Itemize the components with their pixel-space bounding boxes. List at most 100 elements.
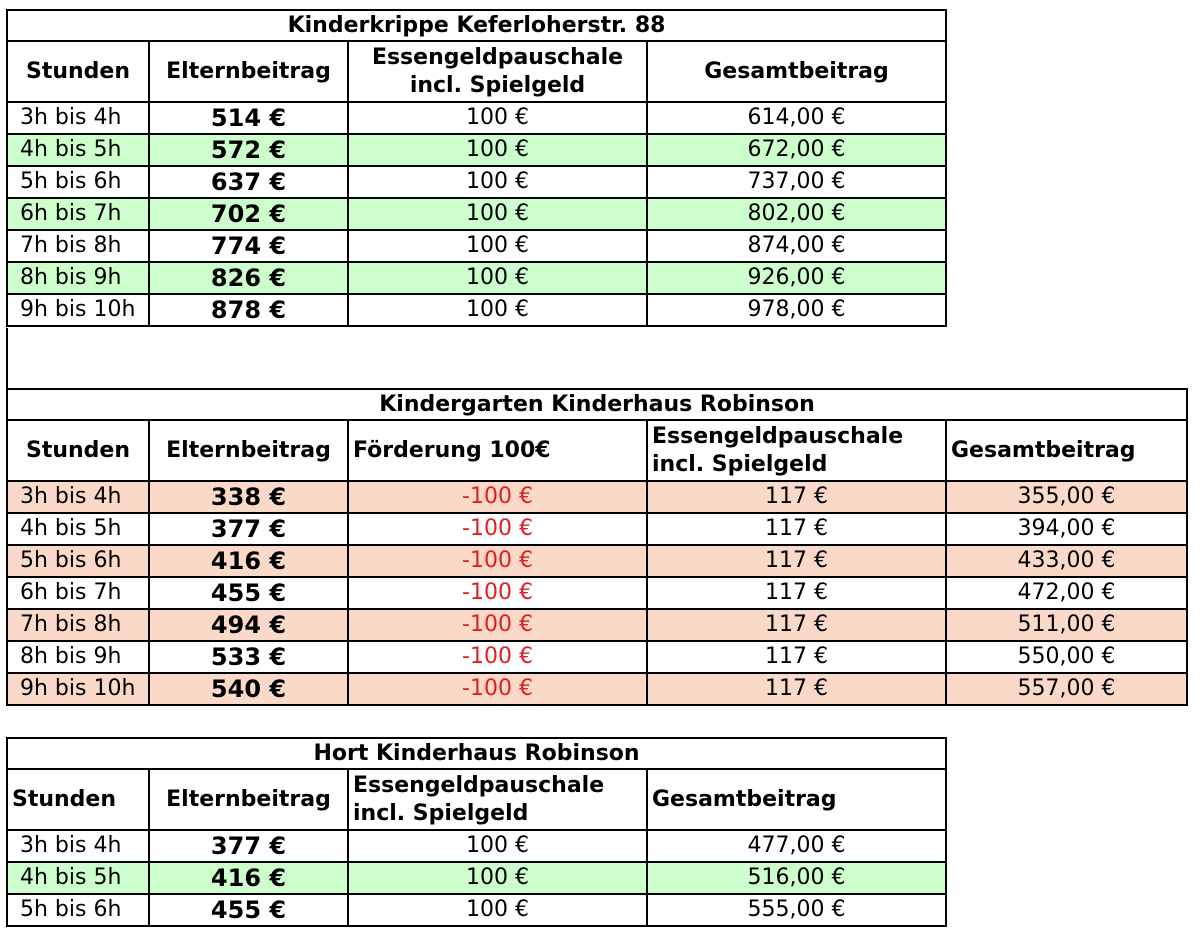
cell-elternbeitrag: 455 €	[148, 893, 349, 927]
cell-gesamtbeitrag: 978,00 €	[645, 293, 948, 327]
table-row: 7h bis 8h 774 €100 €874,00 €	[6, 229, 948, 263]
table-row: 4h bis 5h 416 €100 €516,00 €	[6, 861, 947, 895]
cell-essengeld: 100 €	[347, 197, 648, 231]
cell-essengeld: 100 €	[347, 101, 648, 135]
cell-gesamtbeitrag: 394,00 €	[944, 512, 1189, 546]
header-stunden: Stunden	[6, 419, 150, 482]
cell-elternbeitrag: 514 €	[148, 101, 349, 135]
table-row: 8h bis 9h 533 € -100 €117 €550,00 €	[6, 640, 1189, 674]
header-gesamtbeitrag: Gesamtbeitrag	[645, 40, 948, 103]
cell-gesamtbeitrag: 472,00 €	[944, 576, 1189, 610]
cell-foerderung: -100 €	[347, 640, 648, 674]
cell-gesamtbeitrag: 874,00 €	[645, 229, 948, 263]
cell-foerderung: -100 €	[347, 544, 648, 578]
cell-foerderung: -100 €	[347, 576, 648, 610]
cell-stunden: 7h bis 8h	[6, 608, 150, 642]
header-essengeld-line1: Essengeldpauschale	[652, 423, 904, 449]
krippe-fee-table: Kinderkrippe Keferloherstr. 88 Stunden E…	[5, 9, 948, 327]
cell-foerderung: -100 €	[347, 480, 648, 514]
cell-stunden: 4h bis 5h	[6, 512, 150, 546]
header-gesamtbeitrag: Gesamtbeitrag	[646, 768, 947, 831]
cell-essengeld: 117 €	[646, 672, 947, 706]
cell-gesamtbeitrag: 550,00 €	[944, 640, 1189, 674]
header-essengeld: Essengeldpauschale incl. Spielgeld	[646, 419, 947, 482]
cell-stunden: 3h bis 4h	[6, 480, 150, 514]
table-row: 5h bis 6h 416 € -100 €117 €433,00 €	[6, 544, 1189, 578]
table-title: Kinderkrippe Keferloherstr. 88	[5, 9, 948, 42]
table-row: 9h bis 10h 540 € -100 €117 €557,00 €	[6, 672, 1189, 706]
cell-foerderung: -100 €	[347, 512, 648, 546]
table-title: Kindergarten Kinderhaus Robinson	[5, 388, 1189, 421]
cell-essengeld: 100 €	[347, 893, 648, 927]
cell-gesamtbeitrag: 614,00 €	[645, 101, 948, 135]
section-divider	[6, 328, 8, 390]
cell-gesamtbeitrag: 511,00 €	[944, 608, 1189, 642]
table-row: 6h bis 7h 702 €100 €802,00 €	[6, 197, 948, 231]
cell-stunden: 5h bis 6h	[6, 893, 150, 927]
cell-elternbeitrag: 377 €	[148, 512, 349, 546]
header-stunden: Stunden	[6, 768, 150, 831]
cell-elternbeitrag: 878 €	[148, 293, 349, 327]
cell-elternbeitrag: 494 €	[148, 608, 349, 642]
cell-essengeld: 100 €	[347, 861, 648, 895]
cell-stunden: 6h bis 7h	[6, 576, 150, 610]
cell-essengeld: 117 €	[646, 480, 947, 514]
cell-gesamtbeitrag: 926,00 €	[645, 261, 948, 295]
header-essengeld-line1: Essengeldpauschale	[371, 44, 624, 70]
table-row: 9h bis 10h 878 €100 €978,00 €	[6, 293, 948, 327]
header-foerderung: Förderung 100€	[347, 419, 648, 482]
cell-essengeld: 100 €	[347, 133, 648, 167]
cell-essengeld: 117 €	[646, 640, 947, 674]
header-essengeld: Essengeldpauschale incl. Spielgeld	[347, 40, 648, 103]
cell-gesamtbeitrag: 737,00 €	[645, 165, 948, 199]
cell-essengeld: 100 €	[347, 829, 648, 863]
table-row: 3h bis 4h 514 €100 €614,00 €	[6, 101, 948, 135]
cell-stunden: 4h bis 5h	[6, 861, 150, 895]
header-essengeld-line2: incl. Spielgeld	[353, 800, 529, 826]
cell-essengeld: 100 €	[347, 293, 648, 327]
hort-fee-table: Hort Kinderhaus Robinson Stunden Elternb…	[6, 737, 947, 927]
table-row: 4h bis 5h 572 €100 €672,00 €	[6, 133, 948, 167]
cell-elternbeitrag: 826 €	[148, 261, 349, 295]
cell-gesamtbeitrag: 516,00 €	[646, 861, 947, 895]
cell-elternbeitrag: 774 €	[148, 229, 349, 263]
header-essengeld-line1: Essengeldpauschale	[353, 772, 605, 798]
cell-essengeld: 117 €	[646, 608, 947, 642]
cell-gesamtbeitrag: 355,00 €	[944, 480, 1189, 514]
table-row: 3h bis 4h 377 €100 €477,00 €	[6, 829, 947, 863]
cell-essengeld: 100 €	[347, 261, 648, 295]
cell-elternbeitrag: 416 €	[148, 544, 349, 578]
cell-gesamtbeitrag: 433,00 €	[944, 544, 1189, 578]
cell-stunden: 6h bis 7h	[6, 197, 150, 231]
cell-essengeld: 100 €	[347, 165, 648, 199]
cell-elternbeitrag: 416 €	[148, 861, 349, 895]
cell-essengeld: 100 €	[347, 229, 648, 263]
cell-stunden: 5h bis 6h	[6, 544, 150, 578]
header-elternbeitrag: Elternbeitrag	[148, 768, 349, 831]
table-row: 6h bis 7h 455 € -100 €117 €472,00 €	[6, 576, 1189, 610]
cell-elternbeitrag: 338 €	[148, 480, 349, 514]
cell-stunden: 8h bis 9h	[6, 261, 150, 295]
cell-foerderung: -100 €	[347, 672, 648, 706]
cell-elternbeitrag: 533 €	[148, 640, 349, 674]
cell-essengeld: 117 €	[646, 512, 947, 546]
header-gesamtbeitrag: Gesamtbeitrag	[944, 419, 1189, 482]
cell-gesamtbeitrag: 557,00 €	[944, 672, 1189, 706]
cell-stunden: 7h bis 8h	[6, 229, 150, 263]
cell-gesamtbeitrag: 555,00 €	[646, 893, 947, 927]
cell-stunden: 4h bis 5h	[6, 133, 150, 167]
header-elternbeitrag: Elternbeitrag	[148, 40, 349, 103]
table-row: 5h bis 6h 637 €100 €737,00 €	[6, 165, 948, 199]
cell-stunden: 3h bis 4h	[6, 829, 150, 863]
cell-gesamtbeitrag: 802,00 €	[645, 197, 948, 231]
cell-foerderung: -100 €	[347, 608, 648, 642]
cell-essengeld: 117 €	[646, 576, 947, 610]
cell-stunden: 3h bis 4h	[6, 101, 150, 135]
cell-stunden: 8h bis 9h	[6, 640, 150, 674]
cell-stunden: 5h bis 6h	[6, 165, 150, 199]
table-title: Hort Kinderhaus Robinson	[6, 737, 947, 770]
table-row: 5h bis 6h 455 €100 €555,00 €	[6, 893, 947, 927]
cell-essengeld: 117 €	[646, 544, 947, 578]
header-essengeld-line2: incl. Spielgeld	[409, 72, 586, 98]
cell-elternbeitrag: 702 €	[148, 197, 349, 231]
